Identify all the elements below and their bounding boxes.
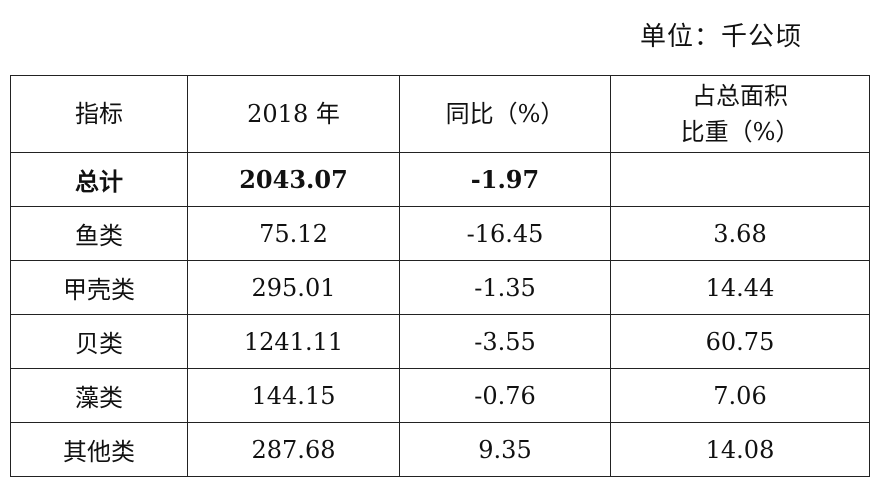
row-yoy: -1.35 (399, 260, 611, 315)
row-yoy: -16.45 (399, 206, 611, 261)
row-share: 14.44 (610, 260, 870, 315)
data-table: 指标 2018 年 同比（%） 占总面积 比重（%） 总计 2043.07 -1… (10, 75, 870, 477)
row-name: 鱼类 (10, 206, 188, 261)
row-share (610, 152, 870, 207)
row-share: 60.75 (610, 314, 870, 369)
row-yoy: -3.55 (399, 314, 611, 369)
table-row: 甲壳类 295.01 -1.35 14.44 (10, 260, 870, 315)
header-row: 指标 2018 年 同比（%） 占总面积 比重（%） (10, 75, 870, 153)
header-yoy: 同比（%） (399, 75, 611, 153)
row-name: 甲壳类 (10, 260, 188, 315)
table-row: 贝类 1241.11 -3.55 60.75 (10, 314, 870, 369)
header-indicator: 指标 (10, 75, 188, 153)
header-share-line1: 占总面积 (692, 82, 788, 110)
row-value: 2043.07 (187, 152, 400, 207)
table-row: 其他类 287.68 9.35 14.08 (10, 422, 870, 477)
header-year: 2018 年 (187, 75, 400, 153)
row-yoy: 9.35 (399, 422, 611, 477)
row-value: 1241.11 (187, 314, 400, 369)
table-body: 总计 2043.07 -1.97 鱼类 75.12 -16.45 3.68 甲壳… (10, 152, 870, 477)
row-share: 7.06 (610, 368, 870, 423)
row-value: 75.12 (187, 206, 400, 261)
row-value: 144.15 (187, 368, 400, 423)
row-name: 总计 (10, 152, 188, 207)
row-name: 藻类 (10, 368, 188, 423)
table-header: 指标 2018 年 同比（%） 占总面积 比重（%） (10, 75, 870, 153)
table-row: 藻类 144.15 -0.76 7.06 (10, 368, 870, 423)
unit-label: 单位：千公顷 (640, 22, 803, 52)
row-yoy: -0.76 (399, 368, 611, 423)
row-value: 287.68 (187, 422, 400, 477)
header-share-line2: 比重（%） (680, 118, 800, 146)
table-row: 鱼类 75.12 -16.45 3.68 (10, 206, 870, 261)
table-row-total: 总计 2043.07 -1.97 (10, 152, 870, 207)
row-name: 其他类 (10, 422, 188, 477)
row-name: 贝类 (10, 314, 188, 369)
row-value: 295.01 (187, 260, 400, 315)
row-share: 14.08 (610, 422, 870, 477)
row-yoy: -1.97 (399, 152, 611, 207)
header-share: 占总面积 比重（%） (610, 75, 870, 153)
row-share: 3.68 (610, 206, 870, 261)
